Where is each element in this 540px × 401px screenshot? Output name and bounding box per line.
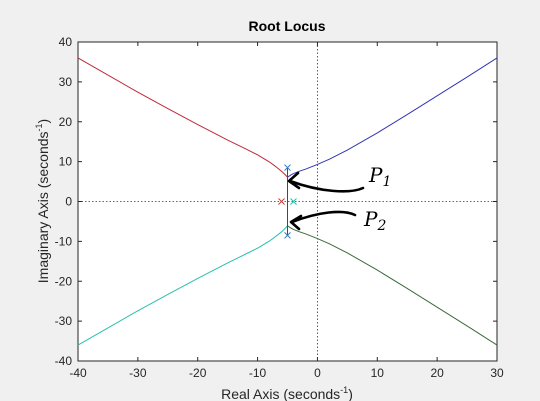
x-axis-title: Real Axis (seconds-1) bbox=[221, 385, 353, 401]
y-tick-label: 0 bbox=[65, 195, 72, 209]
x-tick-label: -40 bbox=[69, 366, 87, 380]
x-tick-label: 0 bbox=[314, 366, 321, 380]
annotation-p2: P2 bbox=[363, 207, 386, 234]
y-tick-label: -20 bbox=[55, 274, 73, 288]
y-tick-label: 10 bbox=[59, 155, 73, 169]
pole-marker-3 bbox=[278, 198, 285, 205]
y-axis-title-close: ) bbox=[35, 119, 51, 124]
annotation-p2-sub: 2 bbox=[376, 218, 386, 234]
y-axis-title-text: Imaginary Axis (seconds bbox=[35, 131, 51, 283]
x-ticks: -40 -30 -20 -10 0 10 20 30 bbox=[69, 42, 504, 380]
annotation-p2-label: P bbox=[363, 207, 378, 231]
y-tick-label: -30 bbox=[55, 314, 73, 328]
x-tick-label: 10 bbox=[371, 366, 385, 380]
pole-marker-4 bbox=[290, 198, 297, 205]
x-tick-label: -10 bbox=[249, 366, 267, 380]
locus-branch-3 bbox=[77, 225, 288, 346]
y-tick-label: -40 bbox=[55, 354, 73, 368]
x-axis-title-close: ) bbox=[348, 386, 353, 401]
arrow-p2-head bbox=[289, 214, 303, 231]
arrow-p2 bbox=[290, 210, 357, 224]
chart-title: Root Locus bbox=[249, 18, 326, 34]
arrow-p1-head bbox=[287, 171, 301, 190]
x-tick-label: 20 bbox=[430, 366, 444, 380]
origin-lines bbox=[78, 42, 497, 361]
x-axis-title-text: Real Axis (seconds bbox=[221, 386, 340, 401]
x-axis-title-exponent: -1 bbox=[340, 385, 348, 395]
locus-branch-4 bbox=[287, 225, 498, 346]
annotation-p1: P1 bbox=[368, 163, 391, 190]
y-tick-label: 30 bbox=[59, 75, 73, 89]
locus-branch-1 bbox=[77, 57, 288, 178]
arrow-p1 bbox=[288, 179, 365, 193]
y-axis-title-exponent: -1 bbox=[34, 123, 44, 131]
y-tick-label: 20 bbox=[59, 115, 73, 129]
y-tick-label: 40 bbox=[59, 35, 73, 49]
y-tick-label: -10 bbox=[55, 234, 73, 248]
pole-marker-2 bbox=[284, 232, 291, 239]
pole-markers bbox=[278, 164, 297, 239]
pole-marker-1 bbox=[284, 164, 291, 171]
y-axis-title: Imaginary Axis (seconds-1) bbox=[34, 119, 51, 283]
locus-branches bbox=[77, 57, 498, 346]
annotation-p1-label: P bbox=[368, 163, 383, 187]
x-tick-label: -30 bbox=[129, 366, 147, 380]
x-tick-label: -20 bbox=[189, 366, 207, 380]
annotation-p1-sub: 1 bbox=[382, 174, 391, 190]
locus-branch-2 bbox=[287, 57, 498, 178]
y-ticks: -40 -30 -20 -10 0 10 20 30 40 bbox=[55, 35, 497, 368]
x-tick-label: 30 bbox=[490, 366, 504, 380]
